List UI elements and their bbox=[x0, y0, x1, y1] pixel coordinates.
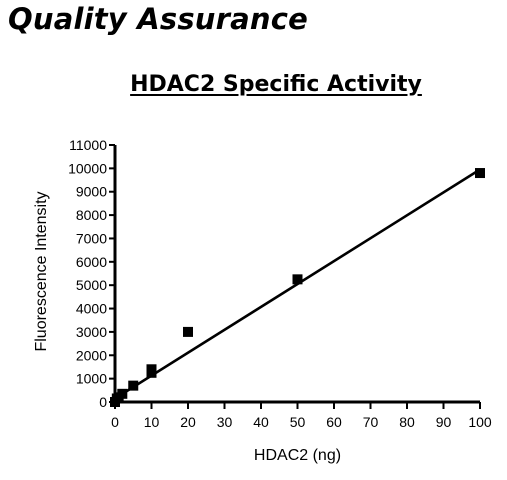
y-axis-title: Fluorescence Intensity bbox=[33, 191, 50, 351]
y-tick-label: 8000 bbox=[76, 207, 107, 223]
data-point bbox=[117, 388, 128, 399]
x-tick-label: 90 bbox=[436, 414, 452, 430]
x-tick-label: 50 bbox=[290, 414, 306, 430]
x-axis: 0 10 20 30 40 50 60 70 80 90 100 bbox=[111, 400, 492, 430]
x-tick-label: 70 bbox=[363, 414, 379, 430]
x-tick-label: 30 bbox=[217, 414, 233, 430]
data-point bbox=[292, 274, 303, 285]
y-tick-label: 9000 bbox=[76, 184, 107, 200]
y-tick-label: 5000 bbox=[76, 277, 107, 293]
page-heading: Quality Assurance bbox=[8, 2, 308, 36]
y-tick-label: 3000 bbox=[76, 324, 107, 340]
y-tick-label: 11000 bbox=[69, 137, 107, 153]
y-tick-label: 0 bbox=[99, 394, 107, 410]
data-point bbox=[128, 380, 139, 391]
data-point bbox=[183, 326, 193, 337]
y-tick-label: 10000 bbox=[68, 160, 107, 176]
x-tick-label: 20 bbox=[180, 414, 196, 430]
data-points bbox=[110, 168, 485, 407]
y-tick-label: 2000 bbox=[76, 347, 107, 363]
y-tick-label: 4000 bbox=[76, 301, 107, 317]
x-tick-label: 10 bbox=[144, 414, 160, 430]
x-tick-label: 100 bbox=[468, 414, 492, 430]
x-tick-label: 60 bbox=[326, 414, 342, 430]
y-tick-label: 7000 bbox=[76, 230, 107, 246]
data-point bbox=[146, 364, 157, 375]
x-axis-title: HDAC2 (ng) bbox=[254, 447, 341, 464]
x-tick-label: 0 bbox=[111, 414, 119, 430]
y-tick-label: 1000 bbox=[76, 371, 107, 387]
x-tick-label: 40 bbox=[253, 414, 269, 430]
y-tick-label: 6000 bbox=[76, 254, 107, 270]
chart-title: HDAC2 Specific Activity bbox=[130, 72, 422, 97]
data-point bbox=[475, 168, 485, 179]
y-axis: 0 1000 2000 3000 4000 5000 6000 7000 8000 9000 100… bbox=[68, 137, 117, 410]
x-tick-label: 80 bbox=[399, 414, 415, 430]
